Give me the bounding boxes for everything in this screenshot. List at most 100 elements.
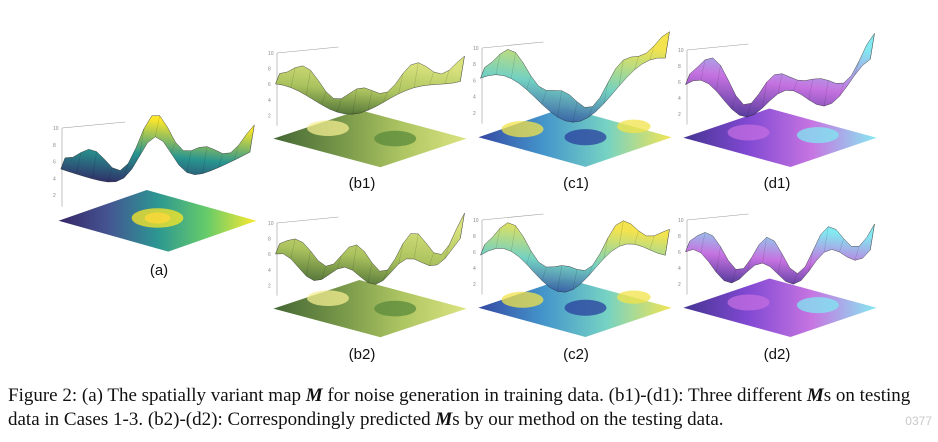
mesh-line <box>444 70 450 84</box>
mesh-line <box>444 244 450 259</box>
mesh-line <box>398 243 404 264</box>
mesh-line <box>762 237 767 264</box>
mesh-line <box>746 103 752 118</box>
mesh-line <box>480 67 485 79</box>
mesh-line <box>854 60 860 76</box>
mesh-line <box>777 73 783 94</box>
panel-a: 10 8 6 4 2 <box>50 115 265 260</box>
panel-label-d2: (d2) <box>763 346 791 363</box>
mesh-lines <box>60 115 255 183</box>
axes-frame <box>481 41 544 124</box>
mesh-line <box>367 90 373 111</box>
heatmap-blob <box>727 124 770 141</box>
mesh-lines <box>275 213 465 283</box>
tick-label: 4 <box>473 266 476 272</box>
mesh-line <box>665 31 670 59</box>
heatmap-blob <box>564 129 607 146</box>
mesh-line <box>746 258 752 272</box>
heatmap-blob <box>617 119 651 134</box>
surface-mesh <box>275 213 465 285</box>
tick-label: 2 <box>53 193 56 199</box>
axis-line <box>481 213 544 221</box>
mesh-line <box>383 269 388 281</box>
panel-label-d1: (d1) <box>763 175 791 192</box>
mesh-line <box>123 163 129 179</box>
tick-label: 4 <box>268 268 271 274</box>
heatmap-plane <box>273 110 467 168</box>
surface-mesh <box>685 223 875 285</box>
heatmap-blob <box>564 299 607 316</box>
caption-text-1: Figure 2: (a) The spatially variant map <box>8 385 306 406</box>
mesh-line <box>367 262 373 283</box>
mesh-line <box>588 106 593 118</box>
mesh-line <box>234 145 239 161</box>
mesh-line <box>634 230 639 245</box>
mesh-line <box>603 82 609 104</box>
mesh-line <box>511 225 516 252</box>
watermark: 0377 <box>905 414 932 428</box>
mesh-lines <box>685 223 875 285</box>
tick-label: 2 <box>678 112 681 118</box>
panel-b2: 10 8 6 4 2 <box>265 213 475 345</box>
mesh-line <box>870 33 875 60</box>
mesh-line <box>336 98 342 113</box>
surface-mesh <box>60 115 255 183</box>
heatmap-blob <box>501 121 544 138</box>
heatmap-blob <box>617 290 651 304</box>
tick-label: 4 <box>678 266 681 272</box>
mesh-line <box>588 265 593 277</box>
panel-label-c2: (c2) <box>563 346 589 363</box>
mesh-line <box>618 59 624 87</box>
mesh-line <box>495 53 501 75</box>
surface-plot-c2: 10 8 6 4 2 <box>473 213 672 338</box>
mesh-line <box>572 269 578 290</box>
mesh-line <box>155 115 160 137</box>
mesh-line <box>218 153 223 168</box>
surface-plot-a: 10 8 6 4 2 <box>53 115 257 252</box>
mesh-lines <box>480 220 670 292</box>
panel-label-b2: (b2) <box>348 346 376 363</box>
tick-label: 4 <box>268 98 271 104</box>
surface-plot-b2: 10 8 6 4 2 <box>268 213 467 338</box>
surface-mesh <box>275 55 465 115</box>
mesh-line <box>665 229 670 256</box>
tick-label: 10 <box>268 51 274 57</box>
surface-plot-c1: 10 8 6 4 2 <box>473 31 672 167</box>
tick-label: 8 <box>473 62 476 68</box>
surface-mesh <box>685 33 875 118</box>
axis-line <box>276 46 339 54</box>
mesh-lines <box>480 31 670 123</box>
mesh-line <box>603 237 609 259</box>
mesh-line <box>321 91 327 105</box>
mesh-line <box>762 82 767 109</box>
axes-frame <box>686 43 749 125</box>
tick-label: 8 <box>268 67 271 73</box>
tick-label: 6 <box>473 78 476 84</box>
tick-label: 10 <box>473 218 479 224</box>
heatmap-plane <box>273 280 467 338</box>
mesh-line <box>716 65 721 92</box>
mesh-line <box>731 269 737 284</box>
mesh-line <box>290 67 296 88</box>
tick-label: 2 <box>268 113 271 119</box>
axes-frame <box>686 213 749 295</box>
tick-label: 2 <box>473 111 476 117</box>
panel-label-b1: (b1) <box>348 175 376 192</box>
mesh-line <box>557 90 562 118</box>
mesh-line <box>336 255 342 270</box>
mesh-line <box>854 246 860 261</box>
panel-label-a: (a) <box>149 262 169 279</box>
mesh-line <box>526 75 532 90</box>
tick-label: 8 <box>678 234 681 240</box>
heatmap-blob <box>307 290 349 306</box>
mesh-line <box>793 80 798 91</box>
mesh-line <box>306 250 311 277</box>
axes-frame <box>481 213 544 295</box>
mesh-line <box>275 73 280 84</box>
mesh-line <box>275 243 280 255</box>
mesh-line <box>634 56 639 70</box>
caption-math-m: M <box>435 409 453 430</box>
mesh-line <box>290 238 296 259</box>
mesh-line <box>649 45 655 61</box>
tick-label: 6 <box>268 252 271 258</box>
